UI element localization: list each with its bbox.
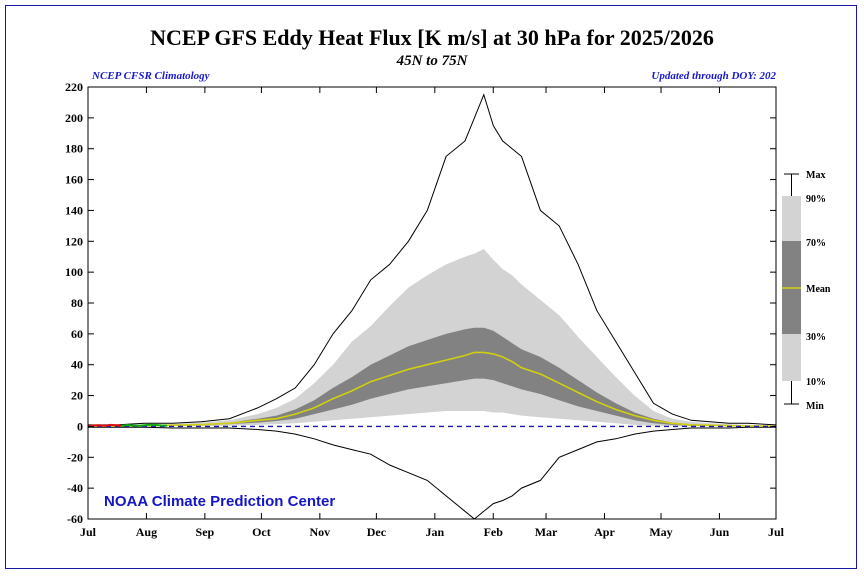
series-lines xyxy=(87,93,777,520)
x-tick-label: Jan xyxy=(425,525,444,539)
y-tick-label: 100 xyxy=(65,265,83,279)
observed-line-red xyxy=(87,423,122,427)
chart-title: NCEP GFS Eddy Heat Flux [K m/s] at 30 hP… xyxy=(150,25,714,50)
y-tick-label: 0 xyxy=(77,419,83,433)
legend-p30-label: 30% xyxy=(806,332,826,343)
band-10-90 xyxy=(88,249,776,427)
axes: -60 -40 -20 0 20 40 60 80 100 120 140 160 180 200 220 J… xyxy=(65,80,785,539)
y-tick-label: 180 xyxy=(65,142,83,156)
x-tick-label: Oct xyxy=(252,525,271,539)
y-tick-label: 220 xyxy=(65,80,83,94)
legend-p90-label: 90% xyxy=(806,194,826,205)
y-tick-label: 40 xyxy=(71,358,83,372)
x-tick-label: Dec xyxy=(367,525,387,539)
legend-p10-label: 10% xyxy=(806,377,826,388)
x-tick-label: Feb xyxy=(484,525,504,539)
percentile-bands xyxy=(88,249,776,427)
x-tick-label: Mar xyxy=(535,525,558,539)
x-tick-label: Jul xyxy=(80,525,97,539)
y-tick-label: -40 xyxy=(67,481,83,495)
legend-max-label: Max xyxy=(806,170,825,181)
x-tick-label: Aug xyxy=(136,525,157,539)
chart-subtitle: 45N to 75N xyxy=(396,53,468,69)
y-tick-label: 80 xyxy=(71,296,83,310)
y-tick-label: 120 xyxy=(65,234,83,248)
y-tick-label: -20 xyxy=(67,450,83,464)
legend-min-label: Min xyxy=(806,401,824,412)
y-tick-label: 200 xyxy=(65,111,83,125)
y-tick-label: 160 xyxy=(65,173,83,187)
y-tick-label: 60 xyxy=(71,327,83,341)
y-tick-label: -60 xyxy=(67,512,83,526)
legend-p70-label: 70% xyxy=(806,238,826,249)
series-line-max xyxy=(88,93,777,426)
band-30-70 xyxy=(88,327,776,427)
x-tick-label: Sep xyxy=(196,525,215,539)
legend: Max 90% 70% Mean 30% 10% Min xyxy=(782,170,831,412)
update-note: Updated through DOY: 202 xyxy=(651,70,776,82)
x-tick-label: May xyxy=(649,525,672,539)
chart-frame xyxy=(5,5,857,569)
x-tick-label: Apr xyxy=(594,525,615,539)
x-tick-label: Jun xyxy=(710,525,730,539)
observed-line-green xyxy=(121,423,168,427)
x-tick-label: Jul xyxy=(768,525,785,539)
series-line-mean xyxy=(87,351,777,427)
credit-label: NOAA Climate Prediction Center xyxy=(104,493,335,510)
climatology-note: NCEP CFSR Climatology xyxy=(92,70,210,82)
y-tick-label: 140 xyxy=(65,203,83,217)
legend-mean-label: Mean xyxy=(806,284,831,295)
x-tick-label: Nov xyxy=(310,525,331,539)
y-tick-label: 20 xyxy=(71,389,83,403)
